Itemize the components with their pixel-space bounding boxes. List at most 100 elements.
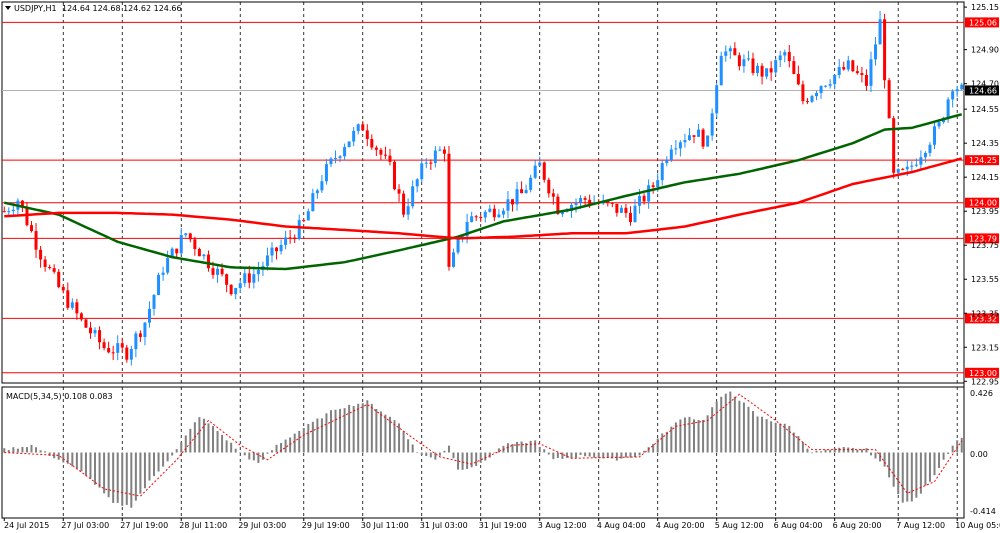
candle-body bbox=[874, 44, 878, 60]
candle-body bbox=[787, 52, 791, 62]
macd-bar bbox=[851, 447, 854, 453]
candle-body bbox=[393, 161, 397, 190]
candle-body bbox=[583, 198, 587, 200]
candle-body bbox=[379, 149, 383, 155]
candle-body bbox=[161, 272, 165, 275]
candle bbox=[234, 287, 238, 300]
candle-body bbox=[315, 190, 319, 194]
candle bbox=[914, 158, 918, 168]
macd-bar bbox=[661, 433, 664, 453]
macd-bar bbox=[597, 452, 600, 459]
candle-body bbox=[883, 19, 887, 81]
candle-body bbox=[615, 203, 619, 213]
candle bbox=[116, 335, 120, 361]
candle-body bbox=[937, 122, 941, 127]
macd-bar bbox=[198, 417, 201, 453]
candle bbox=[302, 218, 306, 223]
candle bbox=[433, 146, 437, 168]
candle bbox=[361, 120, 365, 131]
candle-body bbox=[324, 164, 328, 182]
macd-bar bbox=[838, 447, 841, 453]
candle bbox=[343, 143, 347, 161]
macd-bar bbox=[634, 452, 637, 458]
candle bbox=[206, 250, 210, 272]
macd-bar bbox=[538, 446, 541, 453]
candle bbox=[624, 203, 628, 218]
candle-body bbox=[769, 68, 773, 73]
candle-body bbox=[860, 73, 864, 75]
candle-body bbox=[229, 284, 233, 295]
ohlc-label: 124.64 124.68 124.62 124.66 bbox=[62, 4, 182, 13]
candle bbox=[275, 246, 279, 260]
candle-body bbox=[415, 179, 419, 187]
candle-body bbox=[43, 259, 47, 267]
candle-body bbox=[406, 206, 410, 215]
candle bbox=[193, 236, 197, 256]
moving-averages-layer bbox=[4, 113, 963, 271]
price-tick-label: 123.95 bbox=[971, 207, 999, 216]
time-tick-label: 31 Jul 03:00 bbox=[420, 521, 468, 530]
macd-bar bbox=[452, 452, 455, 459]
time-axis-ticks: 24 Jul 2015 27 Jul 03:00 27 Jul 19:00 28 Ju… bbox=[3, 518, 1000, 530]
candle bbox=[452, 248, 456, 268]
macd-bar bbox=[584, 452, 587, 457]
candle-body bbox=[610, 202, 614, 204]
candle bbox=[438, 146, 442, 152]
candle bbox=[120, 337, 124, 353]
time-tick-label: 4 Aug 20:00 bbox=[656, 521, 705, 530]
candle-body bbox=[470, 216, 474, 223]
macd-bar bbox=[393, 420, 396, 453]
time-tick-label: 31 Jul 19:00 bbox=[479, 521, 527, 530]
candle-body bbox=[61, 287, 65, 291]
candle bbox=[883, 13, 887, 89]
candle-body bbox=[256, 270, 260, 275]
candle bbox=[188, 232, 192, 243]
macd-bar bbox=[629, 452, 632, 458]
candle-body bbox=[892, 118, 896, 173]
price-tick-label: 124.35 bbox=[971, 139, 999, 148]
macd-bar bbox=[180, 442, 183, 453]
macd-bar bbox=[384, 414, 387, 453]
candle-body bbox=[288, 237, 292, 239]
candle-body bbox=[29, 225, 33, 232]
candle bbox=[225, 273, 229, 293]
candle bbox=[61, 284, 65, 294]
macd-bar bbox=[475, 452, 478, 466]
macd-bar bbox=[611, 452, 614, 459]
candle bbox=[279, 239, 283, 255]
chevron-down-icon[interactable] bbox=[5, 6, 11, 10]
candle-body bbox=[66, 290, 70, 308]
candle bbox=[846, 55, 850, 72]
candle bbox=[48, 264, 52, 270]
candle-body bbox=[311, 193, 315, 212]
macd-bar bbox=[252, 452, 255, 461]
candle-body bbox=[143, 322, 147, 337]
candle bbox=[783, 49, 787, 63]
candle-body bbox=[438, 149, 442, 151]
candle-body bbox=[179, 235, 183, 254]
candle-body bbox=[347, 141, 351, 147]
macd-bar bbox=[688, 416, 691, 453]
candle-body bbox=[370, 138, 374, 148]
time-tick-label: 29 Jul 03:00 bbox=[238, 521, 286, 530]
candle-body bbox=[20, 200, 24, 208]
candle-body bbox=[796, 73, 800, 85]
candle-body bbox=[724, 51, 728, 56]
candle bbox=[2, 206, 6, 213]
macd-bar bbox=[815, 450, 818, 453]
candle bbox=[642, 193, 646, 205]
candle bbox=[320, 174, 324, 193]
candle-body bbox=[697, 129, 701, 137]
macd-bar bbox=[484, 452, 487, 461]
candle bbox=[39, 245, 43, 268]
candle bbox=[701, 128, 705, 150]
candle-body bbox=[93, 330, 97, 334]
macd-bar bbox=[316, 418, 319, 453]
candle bbox=[111, 345, 115, 361]
candle-body bbox=[352, 130, 356, 142]
candle bbox=[265, 247, 269, 271]
candle bbox=[815, 90, 819, 101]
candle-body bbox=[914, 164, 918, 166]
